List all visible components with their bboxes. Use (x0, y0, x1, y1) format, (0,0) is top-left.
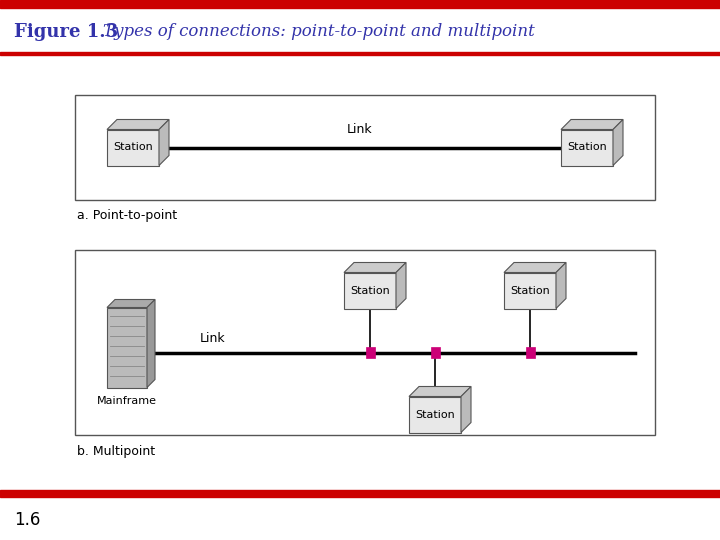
Bar (0, 0, 720, 8)
Bar (561, 130, 613, 165)
Bar (107, 307, 147, 388)
Text: Station: Station (350, 286, 390, 295)
Text: b. Multipoint: b. Multipoint (77, 444, 155, 457)
Text: Station: Station (567, 143, 607, 152)
Polygon shape (396, 262, 406, 308)
Bar (0, 490, 720, 497)
Polygon shape (504, 262, 566, 273)
Bar (344, 273, 396, 308)
Text: Figure 1.3: Figure 1.3 (14, 23, 118, 41)
Polygon shape (107, 119, 169, 130)
Text: Station: Station (510, 286, 550, 295)
Polygon shape (409, 387, 471, 396)
Polygon shape (147, 300, 155, 388)
Bar (366, 347, 374, 358)
Text: Types of connections: point-to-point and multipoint: Types of connections: point-to-point and… (103, 24, 535, 40)
Bar (107, 130, 159, 165)
Text: Mainframe: Mainframe (97, 396, 157, 407)
Bar (75, 250, 655, 435)
Bar (0, 52, 720, 55)
Bar (504, 273, 556, 308)
Polygon shape (159, 119, 169, 165)
Text: Link: Link (200, 332, 225, 345)
Polygon shape (344, 262, 406, 273)
Polygon shape (107, 300, 155, 307)
Polygon shape (461, 387, 471, 433)
Bar (431, 347, 439, 358)
Bar (75, 95, 655, 200)
Text: Station: Station (415, 409, 455, 420)
Polygon shape (613, 119, 623, 165)
Bar (409, 396, 461, 433)
Text: a. Point-to-point: a. Point-to-point (77, 210, 177, 222)
Text: 1.6: 1.6 (14, 511, 40, 529)
Text: Link: Link (347, 123, 373, 136)
Bar (526, 347, 534, 358)
Text: Station: Station (113, 143, 153, 152)
Polygon shape (561, 119, 623, 130)
Polygon shape (556, 262, 566, 308)
